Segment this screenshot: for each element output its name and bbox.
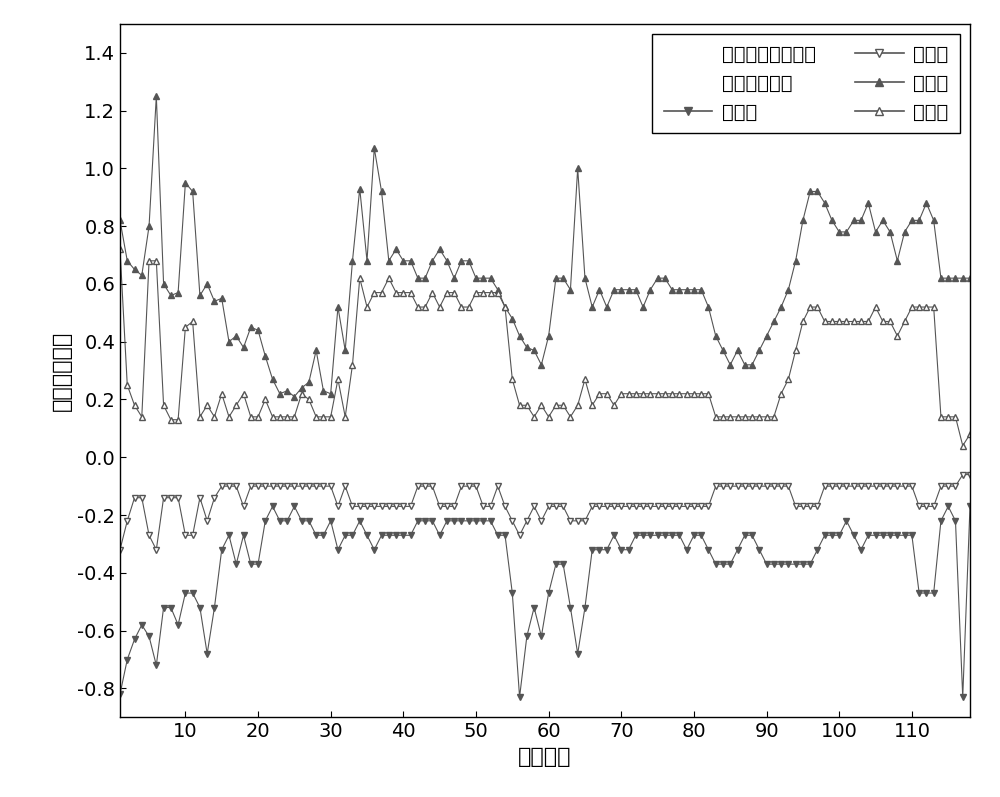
Y-axis label: 相角（弧度）: 相角（弧度）: [52, 331, 72, 410]
X-axis label: 节点编号: 节点编号: [518, 747, 572, 767]
Legend: 改进蒙特卡洛算法, 蒙特卡洛算法, 下边界, 下边界, 上边界, 上边界: 改进蒙特卡洛算法, 蒙特卡洛算法, 下边界, 下边界, 上边界, 上边界: [652, 33, 960, 133]
